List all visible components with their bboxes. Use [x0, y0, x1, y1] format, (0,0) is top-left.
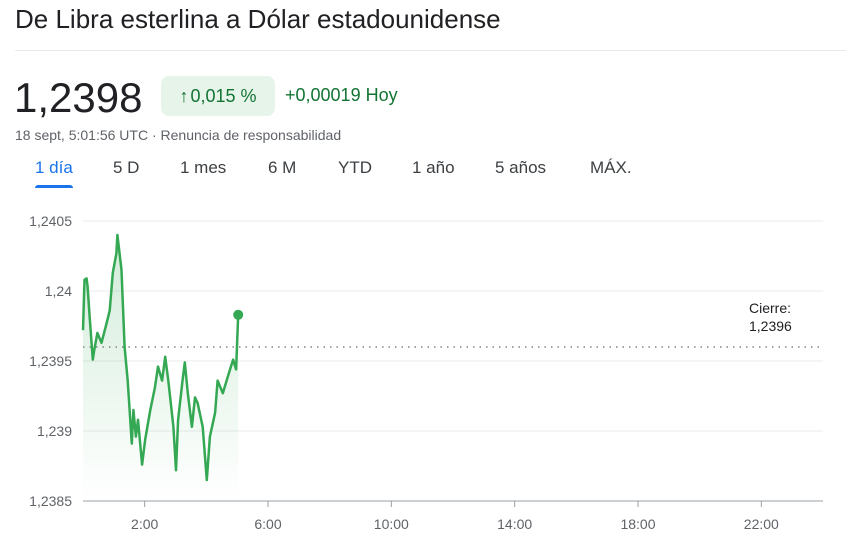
y-tick-label: 1,24 [45, 283, 72, 299]
x-tick-label: 18:00 [620, 516, 655, 532]
previous-close-label: Cierre: [749, 300, 791, 316]
current-price-marker [233, 309, 244, 320]
price-area [83, 235, 239, 501]
tab-5-d[interactable]: 5 D [113, 158, 140, 177]
tab-1-mes[interactable]: 1 mes [180, 158, 227, 177]
disclaimer-link[interactable]: Renuncia de responsabilidad [160, 127, 342, 143]
x-tick-label: 2:00 [131, 516, 158, 532]
x-tick-label: 14:00 [497, 516, 532, 532]
y-tick-label: 1,2385 [29, 493, 72, 509]
page-title: De Libra esterlina a Dólar estadounidens… [15, 4, 501, 34]
x-tick-label: 10:00 [374, 516, 409, 532]
x-tick-label: 6:00 [254, 516, 281, 532]
tab-1-ano[interactable]: 1 año [412, 158, 455, 177]
timestamp: 18 sept, 5:01:56 UTC · [15, 127, 161, 143]
previous-close-value: 1,2396 [749, 318, 792, 334]
current-price: 1,2398 [14, 74, 143, 121]
tab-5-anos[interactable]: 5 años [495, 158, 547, 177]
y-tick-label: 1,2395 [29, 353, 72, 369]
tab-ytd[interactable]: YTD [338, 158, 372, 177]
tab-1-dia[interactable]: 1 día [35, 158, 73, 188]
x-tick-label: 22:00 [744, 516, 779, 532]
change-percent: 0,015 % [190, 85, 257, 106]
y-tick-label: 1,239 [37, 423, 72, 439]
quote-meta: 18 sept, 5:01:56 UTC · Renuncia de respo… [15, 127, 341, 143]
arrow-up-icon: ↑ [179, 85, 189, 106]
price-line [81, 233, 240, 482]
y-tick-label: 1,2405 [29, 213, 72, 229]
divider [15, 50, 846, 51]
change-absolute: +0,00019 Hoy [285, 85, 398, 105]
change-percent-badge: ↑ 0,015 % [161, 76, 275, 116]
tab-6-m[interactable]: 6 M [268, 158, 297, 177]
tab-max[interactable]: MÁX. [590, 158, 632, 177]
